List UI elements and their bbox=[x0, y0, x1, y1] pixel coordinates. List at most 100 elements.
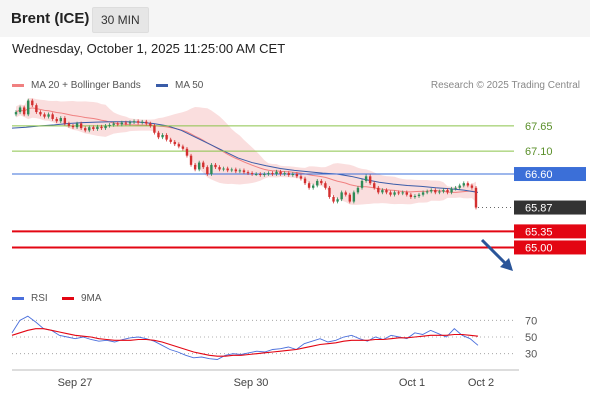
candle-body bbox=[71, 125, 75, 128]
candle bbox=[206, 165, 209, 176]
candle-body bbox=[328, 187, 331, 197]
candle bbox=[181, 144, 185, 151]
candle bbox=[128, 120, 132, 126]
forecast-arrowhead bbox=[500, 258, 513, 271]
candle bbox=[405, 190, 408, 197]
candle-body bbox=[230, 169, 233, 171]
candle bbox=[267, 171, 270, 176]
candle-body bbox=[430, 190, 433, 192]
legend-label: MA 20 + Bollinger Bands bbox=[31, 80, 141, 91]
candle-body bbox=[75, 123, 79, 128]
x-tick-label: Sep 27 bbox=[58, 377, 93, 389]
candle-body bbox=[340, 192, 343, 200]
candle-body bbox=[421, 192, 425, 195]
support-label: 65.35 bbox=[525, 226, 553, 238]
candle-body bbox=[132, 121, 136, 123]
candle bbox=[149, 121, 152, 128]
candle bbox=[438, 189, 441, 195]
candle bbox=[430, 188, 433, 194]
legend-swatch bbox=[62, 297, 74, 300]
candle bbox=[442, 188, 445, 194]
candle bbox=[104, 123, 107, 130]
candle-body bbox=[434, 190, 437, 193]
candle-body bbox=[161, 135, 164, 138]
candle bbox=[307, 181, 311, 190]
candle-body bbox=[214, 164, 217, 168]
candle-body bbox=[185, 148, 189, 156]
candle-body bbox=[39, 112, 42, 115]
last-price-tag bbox=[514, 200, 586, 215]
candle bbox=[332, 195, 335, 204]
candle-body bbox=[446, 190, 449, 193]
candle bbox=[124, 120, 128, 126]
candle-body bbox=[263, 174, 266, 176]
candle-body bbox=[466, 183, 470, 186]
candle-body bbox=[385, 190, 388, 193]
candle bbox=[446, 188, 449, 195]
resistance-label: 67.10 bbox=[525, 146, 553, 158]
candle bbox=[458, 183, 461, 190]
candle bbox=[316, 179, 319, 188]
candle-body bbox=[88, 127, 91, 131]
candle-body bbox=[336, 199, 339, 202]
candle-body bbox=[299, 176, 303, 179]
candle bbox=[226, 166, 229, 173]
candle bbox=[271, 171, 274, 176]
candle-body bbox=[104, 125, 107, 129]
candle bbox=[409, 192, 413, 199]
candle bbox=[84, 126, 87, 133]
candle-body bbox=[307, 183, 311, 188]
legend-rsi: RSI bbox=[12, 293, 48, 304]
candle bbox=[27, 98, 30, 117]
candle bbox=[75, 121, 79, 130]
candle-body bbox=[31, 100, 34, 106]
candle bbox=[385, 188, 388, 195]
candle-body bbox=[218, 167, 221, 170]
candle bbox=[96, 124, 99, 131]
last-price-label: 65.87 bbox=[525, 203, 553, 215]
candle-body bbox=[124, 122, 128, 124]
candle bbox=[35, 103, 38, 114]
candle bbox=[63, 116, 67, 126]
candle bbox=[287, 171, 290, 177]
pivot-tag bbox=[514, 167, 586, 182]
legend-swatch bbox=[156, 84, 168, 87]
candle-body bbox=[470, 185, 474, 188]
candle bbox=[116, 121, 119, 127]
candle bbox=[389, 190, 392, 197]
candle bbox=[377, 185, 380, 195]
candle-body bbox=[100, 126, 103, 129]
candle bbox=[189, 153, 193, 167]
candle bbox=[393, 190, 396, 197]
candle bbox=[328, 185, 331, 199]
legend-ma20-bollinger: MA 20 + Bollinger Bands bbox=[12, 80, 141, 91]
candle-body bbox=[368, 176, 372, 184]
candle bbox=[120, 120, 124, 127]
candle bbox=[364, 174, 368, 183]
candle-body bbox=[222, 168, 225, 170]
timeframe-badge[interactable]: 30 MIN bbox=[92, 7, 149, 33]
candle bbox=[462, 181, 465, 188]
candle-body bbox=[250, 173, 254, 175]
candle bbox=[108, 123, 111, 128]
candle-body bbox=[47, 114, 50, 117]
candle-body bbox=[43, 114, 46, 117]
candle bbox=[348, 192, 352, 204]
candle-body bbox=[332, 196, 335, 202]
legend-label: 9MA bbox=[81, 293, 102, 304]
candle-body bbox=[193, 164, 197, 170]
legend-label: MA 50 bbox=[175, 80, 204, 91]
candle bbox=[136, 119, 140, 125]
candle bbox=[360, 179, 364, 190]
candle bbox=[18, 105, 22, 114]
candle bbox=[413, 194, 417, 199]
legend-label: RSI bbox=[31, 293, 48, 304]
candle-body bbox=[344, 192, 347, 195]
candle bbox=[39, 110, 42, 117]
candle-body bbox=[92, 127, 95, 130]
candle bbox=[100, 124, 103, 130]
candle bbox=[238, 168, 242, 174]
candle bbox=[145, 119, 148, 126]
candle-body bbox=[63, 118, 67, 124]
candle-body bbox=[291, 174, 295, 176]
